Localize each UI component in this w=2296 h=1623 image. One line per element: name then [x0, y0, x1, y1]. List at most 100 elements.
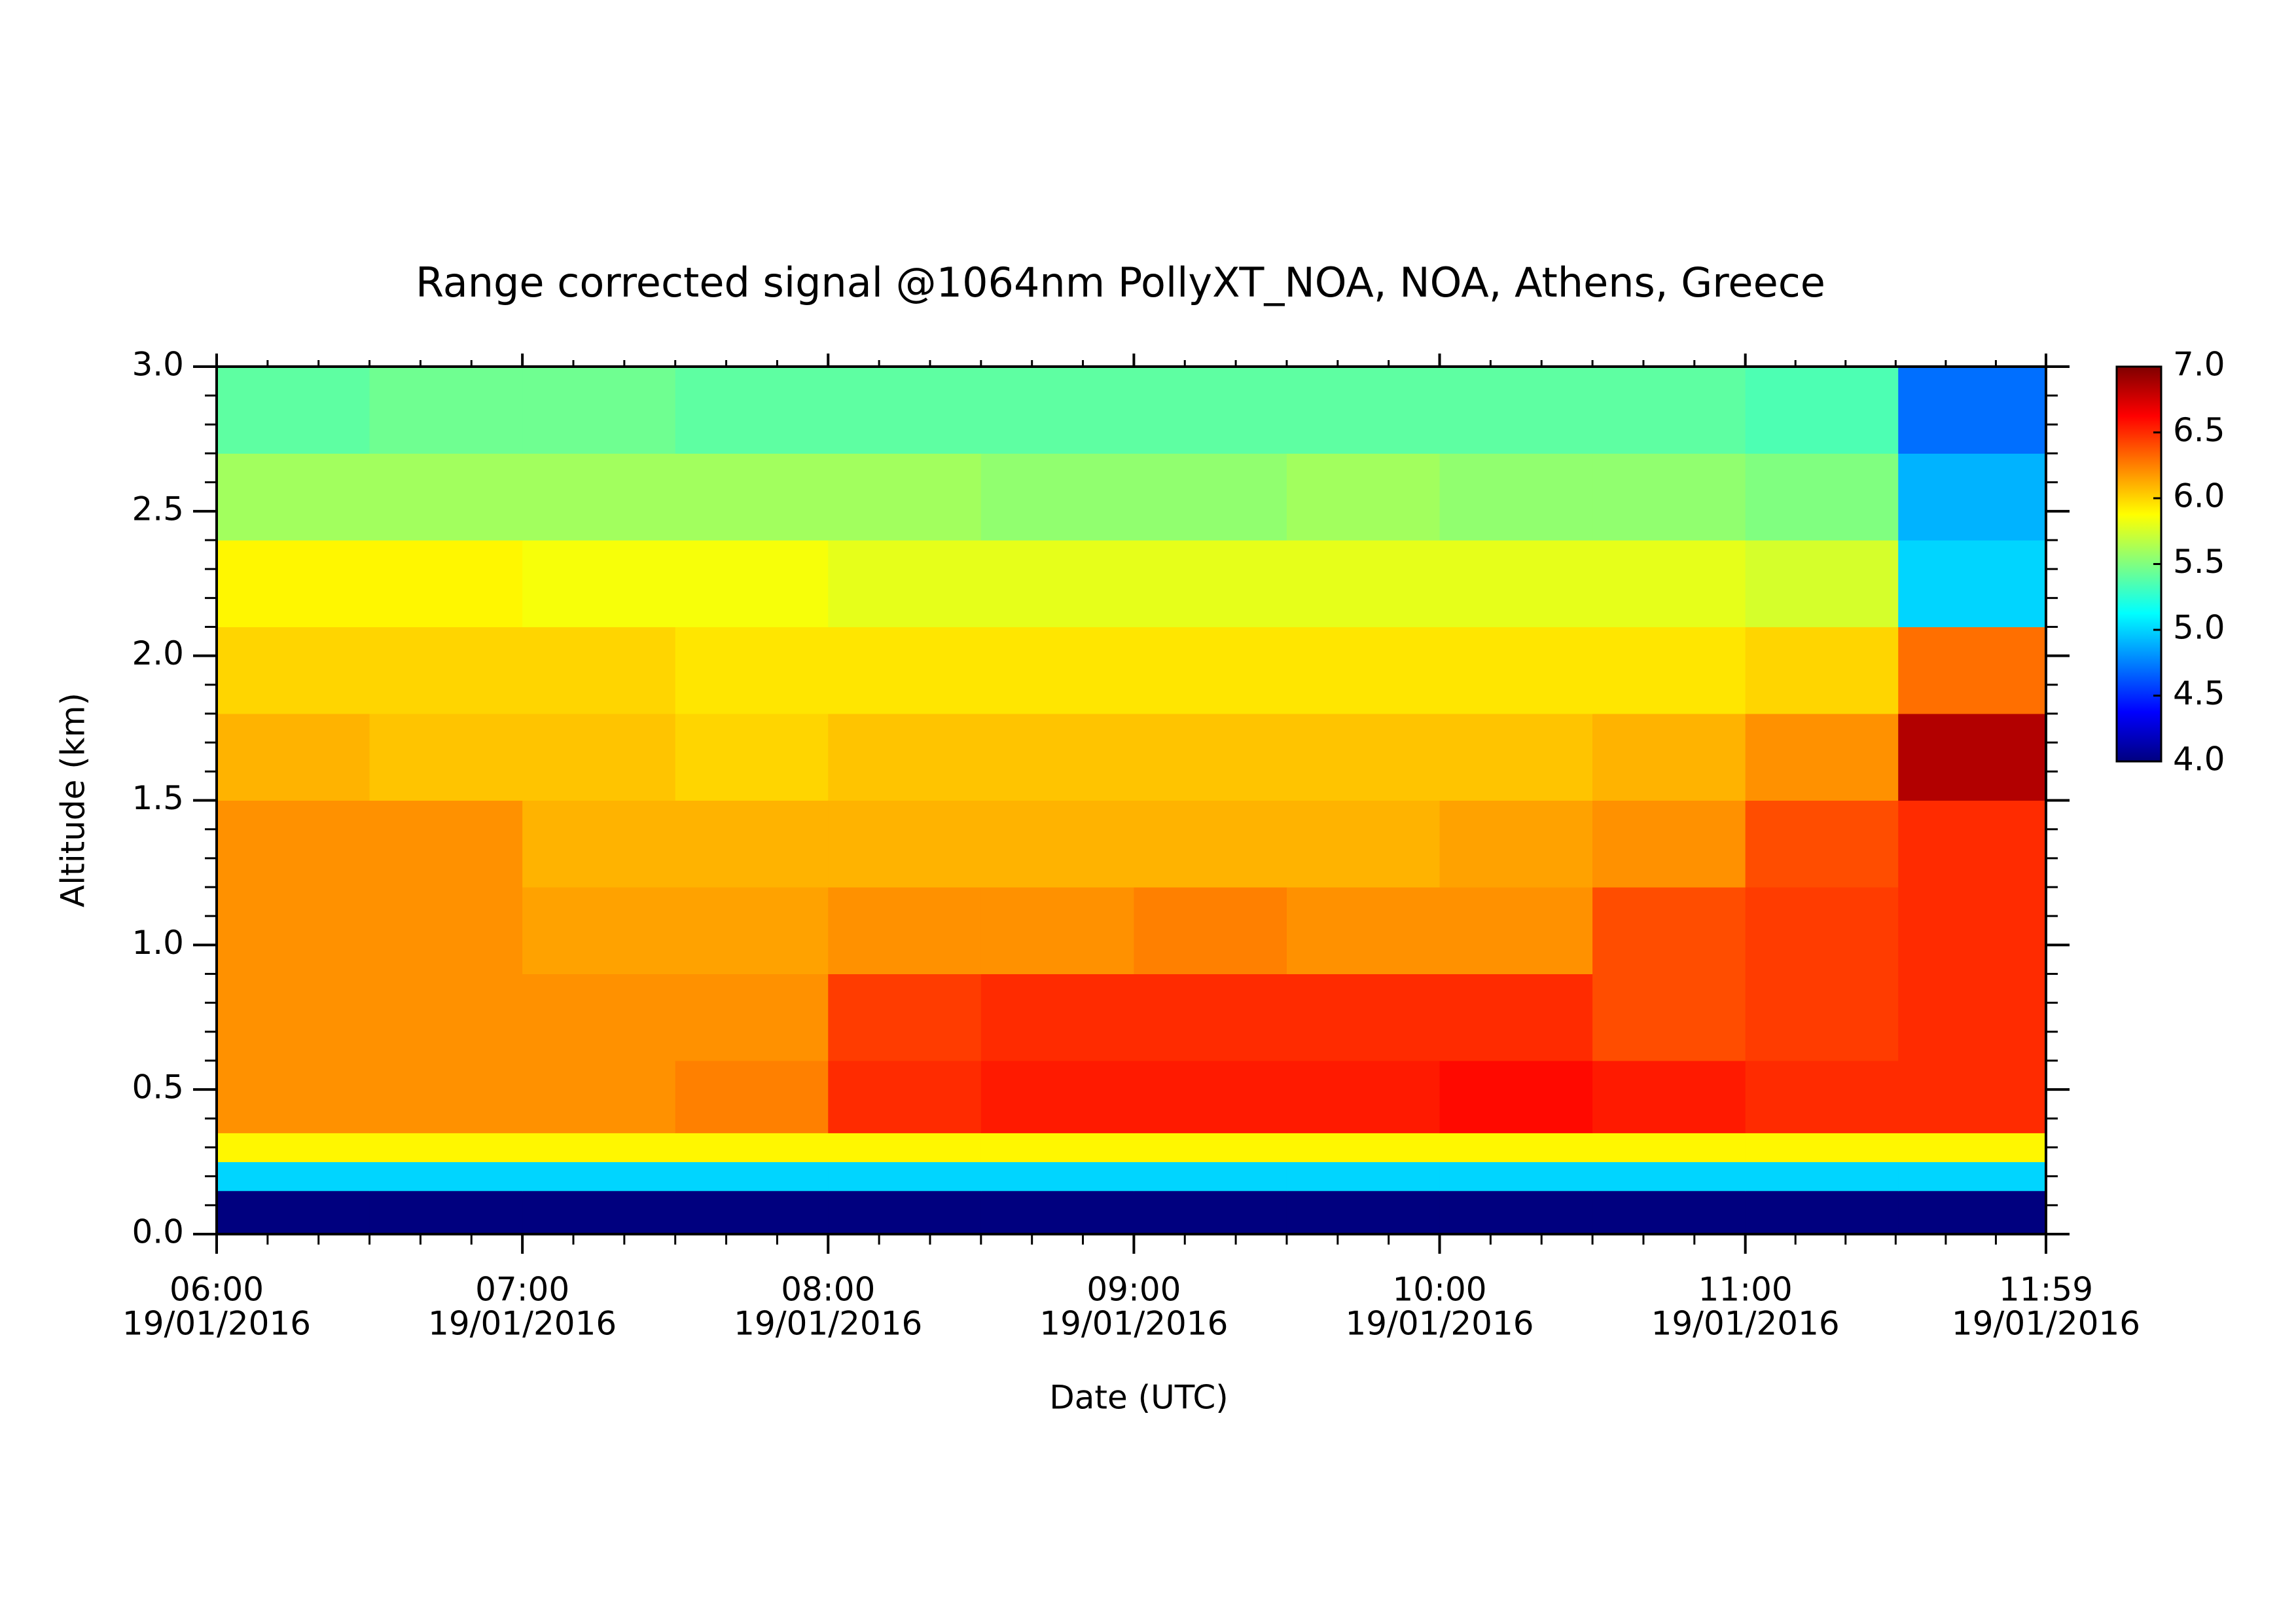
heatmap-cell [369, 974, 523, 1061]
heatmap-cell [828, 974, 982, 1061]
x-tick-label: 07:00 [475, 1271, 569, 1309]
x-tick-label: 11:00 [1698, 1271, 1793, 1309]
heatmap-cell [675, 714, 829, 801]
x-tick-label: 10:00 [1392, 1271, 1486, 1309]
heatmap-cell [980, 1190, 1134, 1235]
heatmap-cell [828, 1161, 982, 1192]
x-axis-label: Date (UTC) [1049, 1379, 1229, 1417]
heatmap-cell [1745, 367, 1899, 454]
heatmap-cell [675, 627, 829, 714]
colorbar-tick-label: 4.5 [2173, 674, 2225, 712]
colorbar-tick-label: 7.0 [2173, 346, 2225, 384]
heatmap-cell [1592, 367, 1746, 454]
heatmap-cell [522, 1133, 676, 1163]
heatmap-cell [1286, 540, 1441, 627]
x-tick-date: 19/01/2016 [1651, 1305, 1840, 1343]
colorbar-tick-label: 5.0 [2173, 609, 2225, 647]
heatmap-cell [369, 714, 523, 801]
heatmap-cell [522, 540, 676, 627]
heatmap-cell [1745, 887, 1899, 974]
heatmap-cell [980, 540, 1134, 627]
heatmap-cell [1286, 1161, 1441, 1192]
heatmap-cell [980, 1061, 1134, 1133]
heatmap-cell [1134, 453, 1287, 541]
heatmap-cell [828, 627, 982, 714]
heatmap-cell [217, 367, 370, 454]
heatmap-cell [369, 540, 523, 627]
x-tick-date: 19/01/2016 [122, 1305, 311, 1343]
heatmap-cell [1134, 1133, 1287, 1163]
heatmap-cell [1898, 1133, 2047, 1163]
heatmap-cell [1592, 1133, 1746, 1163]
heatmap-cell [1286, 800, 1441, 888]
heatmap-cell [675, 1133, 829, 1163]
heatmap-cell [675, 1061, 829, 1133]
heatmap-cell [1745, 540, 1899, 627]
heatmap-cell [522, 453, 676, 541]
heatmap-cell [522, 367, 676, 454]
heatmap-cell [369, 1190, 523, 1235]
heatmap-cell [1439, 540, 1593, 627]
heatmap-cell [1898, 1061, 2047, 1133]
heatmap-cell [1134, 367, 1287, 454]
heatmap-cell [1286, 1061, 1441, 1133]
y-tick-label: 2.0 [132, 634, 184, 672]
heatmap-cell [828, 887, 982, 974]
colorbar-tick-label: 6.5 [2173, 411, 2225, 449]
heatmap-cell [980, 367, 1134, 454]
heatmap-cell [675, 1161, 829, 1192]
heatmap [217, 367, 2047, 1235]
heatmap-cell [217, 540, 370, 627]
colorbar-tick-label: 4.0 [2173, 740, 2225, 778]
heatmap-cell [980, 1161, 1134, 1192]
heatmap-cell [1898, 1190, 2047, 1235]
heatmap-cell [980, 974, 1134, 1061]
heatmap-cell [980, 714, 1134, 801]
heatmap-cell [217, 1133, 370, 1163]
x-tick-label: 08:00 [781, 1271, 875, 1309]
heatmap-cell [1898, 627, 2047, 714]
heatmap-cell [1439, 974, 1593, 1061]
heatmap-cell [980, 887, 1134, 974]
heatmap-cell [1286, 453, 1441, 541]
heatmap-cell [1745, 800, 1899, 888]
x-tick-label: 06:00 [170, 1271, 264, 1309]
heatmap-cell [1134, 800, 1287, 888]
heatmap-cell [369, 627, 523, 714]
heatmap-cell [1592, 1190, 1746, 1235]
heatmap-cell [1745, 1133, 1899, 1163]
heatmap-cell [1286, 714, 1441, 801]
x-tick-date: 19/01/2016 [1039, 1305, 1228, 1343]
heatmap-cell [1592, 1161, 1746, 1192]
heatmap-cell [522, 800, 676, 888]
heatmap-cell [1286, 627, 1441, 714]
heatmap-cell [1286, 974, 1441, 1061]
x-tick-date: 19/01/2016 [734, 1305, 922, 1343]
heatmap-cell [1898, 1161, 2047, 1192]
heatmap-cell [1134, 1061, 1287, 1133]
y-tick-label: 1.0 [132, 924, 184, 962]
heatmap-cell [522, 974, 676, 1061]
heatmap-cell [522, 1061, 676, 1133]
heatmap-cell [369, 887, 523, 974]
heatmap-cell [980, 453, 1134, 541]
heatmap-cell [828, 1190, 982, 1235]
heatmap-cell [522, 714, 676, 801]
heatmap-cell [369, 367, 523, 454]
heatmap-cell [1745, 974, 1899, 1061]
heatmap-cell [1439, 367, 1593, 454]
heatmap-cell [217, 627, 370, 714]
heatmap-cell [1134, 627, 1287, 714]
heatmap-cell [675, 887, 829, 974]
heatmap-cell [1898, 714, 2047, 801]
heatmap-cell [675, 1190, 829, 1235]
heatmap-cell [522, 1161, 676, 1192]
heatmap-cell [828, 800, 982, 888]
heatmap-cell [675, 540, 829, 627]
heatmap-cell [217, 1061, 370, 1133]
heatmap-cell [1134, 540, 1287, 627]
heatmap-cell [217, 453, 370, 541]
colorbar-tick-label: 5.5 [2173, 543, 2225, 581]
heatmap-cell [1898, 453, 2047, 541]
heatmap-cell [217, 800, 370, 888]
